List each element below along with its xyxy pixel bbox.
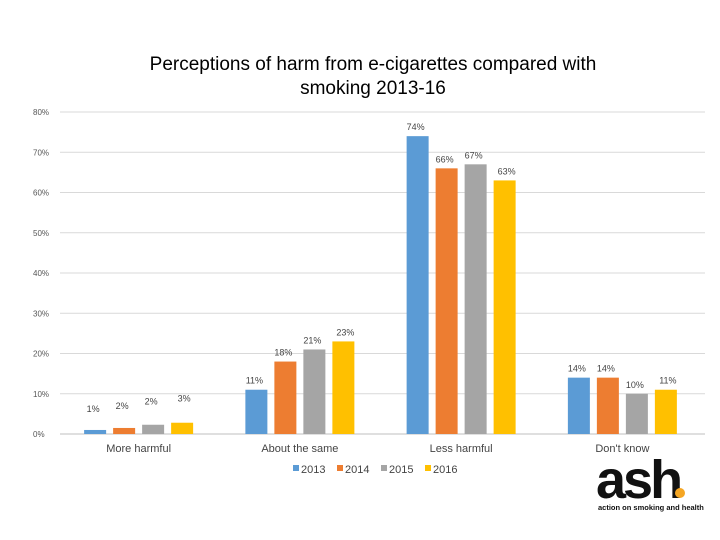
data-label: 23% xyxy=(336,327,354,337)
y-tick-label: 20% xyxy=(33,350,49,359)
legend-swatch xyxy=(293,465,299,471)
data-label: 10% xyxy=(626,380,644,390)
bar xyxy=(142,424,165,434)
bar xyxy=(435,168,458,434)
legend-swatch xyxy=(337,465,343,471)
legend-swatch xyxy=(381,465,387,471)
y-tick-label: 10% xyxy=(33,390,49,399)
legend: 2013 2014 2015 2016 xyxy=(293,464,457,476)
bar xyxy=(654,389,677,434)
y-tick-label: 50% xyxy=(33,229,49,238)
y-tick-label: 60% xyxy=(33,189,49,198)
bar xyxy=(464,164,487,434)
x-category-label: Less harmful xyxy=(430,443,493,455)
bar xyxy=(406,136,429,434)
logo-text: ash xyxy=(596,450,680,510)
logo-tagline: action on smoking and health xyxy=(598,503,704,512)
legend-label: 2015 xyxy=(389,464,413,476)
data-label: 14% xyxy=(568,364,586,374)
legend-swatch xyxy=(425,465,431,471)
data-label: 3% xyxy=(178,394,191,404)
legend-label: 2013 xyxy=(301,464,325,476)
bar xyxy=(113,427,136,434)
legend-label: 2016 xyxy=(433,464,457,476)
x-axis-categories: More harmful About the same Less harmful Do… xyxy=(106,443,649,455)
bar xyxy=(567,377,590,434)
chart-title-line-2: smoking 2013-16 xyxy=(300,78,446,99)
bar xyxy=(625,393,648,434)
bar xyxy=(274,361,297,434)
bar xyxy=(493,180,516,434)
y-tick-label: 70% xyxy=(33,148,49,157)
data-label: 2% xyxy=(145,397,158,407)
x-category-label: About the same xyxy=(261,443,338,455)
bar xyxy=(596,377,619,434)
data-label: 67% xyxy=(465,150,483,160)
x-category-label: More harmful xyxy=(106,443,171,455)
data-label: 11% xyxy=(659,376,676,386)
chart-title-line-1: Perceptions of harm from e-cigarettes co… xyxy=(150,54,597,75)
data-labels: 1% 2% 2% 3% 11% 18% 21% 23% 74% 66% 67% 63% 14% 14% 10… xyxy=(87,122,677,414)
data-label: 21% xyxy=(303,335,321,345)
bar xyxy=(332,341,355,434)
bar xyxy=(245,389,268,434)
y-tick-label: 0% xyxy=(33,430,45,439)
gridlines xyxy=(60,111,705,435)
data-label: 2% xyxy=(116,401,129,411)
data-label: 74% xyxy=(407,122,425,132)
bars xyxy=(84,136,677,434)
bar xyxy=(84,429,107,434)
bar xyxy=(303,349,326,434)
data-label: 11% xyxy=(246,376,263,386)
data-label: 1% xyxy=(87,404,100,414)
y-tick-label: 30% xyxy=(33,309,49,318)
y-tick-label: 80% xyxy=(33,108,49,117)
x-category-label: Don't know xyxy=(595,443,649,455)
y-axis-ticks: 0% 10% 20% 30% 40% 50% 60% 70% 80% xyxy=(33,108,49,439)
data-label: 63% xyxy=(498,166,516,176)
y-tick-label: 40% xyxy=(33,269,49,278)
data-label: 66% xyxy=(436,154,454,164)
legend-label: 2014 xyxy=(345,464,369,476)
data-label: 18% xyxy=(274,348,292,358)
ash-logo: ash action on smoking and health xyxy=(596,450,704,512)
data-label: 14% xyxy=(597,364,615,374)
logo-dot xyxy=(675,488,685,498)
bar xyxy=(171,422,194,434)
